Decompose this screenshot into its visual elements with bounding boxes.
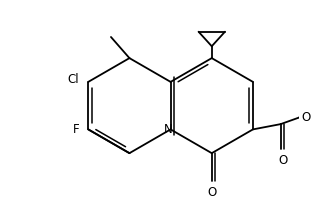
Text: O: O <box>278 154 287 167</box>
Text: F: F <box>72 123 79 136</box>
Text: Cl: Cl <box>68 73 79 86</box>
Text: N: N <box>164 123 172 136</box>
Text: O: O <box>302 111 311 124</box>
Text: O: O <box>207 186 216 199</box>
